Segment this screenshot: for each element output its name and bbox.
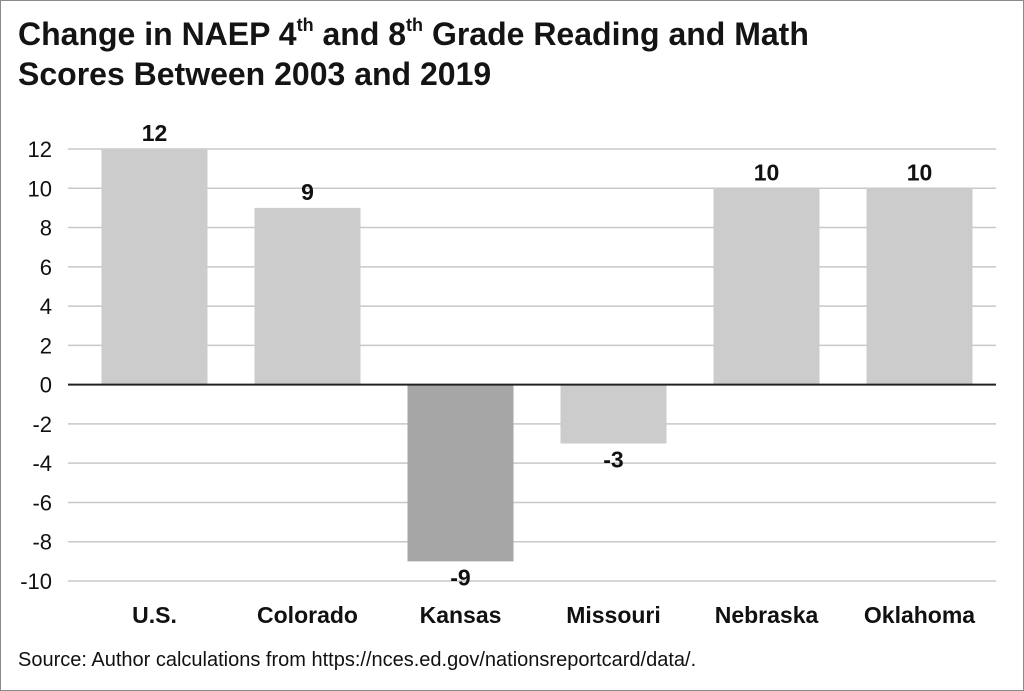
data-label: 10 <box>754 159 780 185</box>
y-tick-label: 4 <box>40 294 52 319</box>
source-note: Source: Author calculations from https:/… <box>18 649 697 671</box>
y-tick-label: 8 <box>40 216 52 241</box>
y-tick-label: -2 <box>32 412 52 437</box>
data-label: 9 <box>301 179 314 205</box>
y-tick-label: 2 <box>40 333 52 358</box>
x-category-label: U.S. <box>132 602 177 628</box>
y-tick-label: -4 <box>32 451 52 476</box>
y-tick-label: 6 <box>40 255 52 280</box>
bar <box>560 384 667 444</box>
data-label: 10 <box>907 159 933 185</box>
y-tick-label: -8 <box>32 530 52 555</box>
bar <box>254 207 361 385</box>
data-label: 12 <box>142 120 168 146</box>
x-category-label: Nebraska <box>715 602 819 628</box>
data-label: -3 <box>603 447 623 473</box>
bar <box>713 188 820 385</box>
y-tick-label: -6 <box>32 490 52 515</box>
data-label: -9 <box>450 564 470 590</box>
bar <box>407 384 514 562</box>
x-category-label: Kansas <box>420 602 502 628</box>
bar <box>101 149 208 385</box>
y-tick-label: 10 <box>28 176 52 201</box>
x-category-label: Oklahoma <box>864 602 975 628</box>
bar <box>866 188 973 385</box>
y-tick-label: -10 <box>20 569 52 594</box>
y-tick-label: 12 <box>28 137 52 162</box>
x-category-label: Missouri <box>566 602 661 628</box>
y-tick-label: 0 <box>40 373 52 398</box>
x-category-label: Colorado <box>257 602 358 628</box>
chart-title: Change in NAEP 4th and 8th Grade Reading… <box>18 15 809 92</box>
